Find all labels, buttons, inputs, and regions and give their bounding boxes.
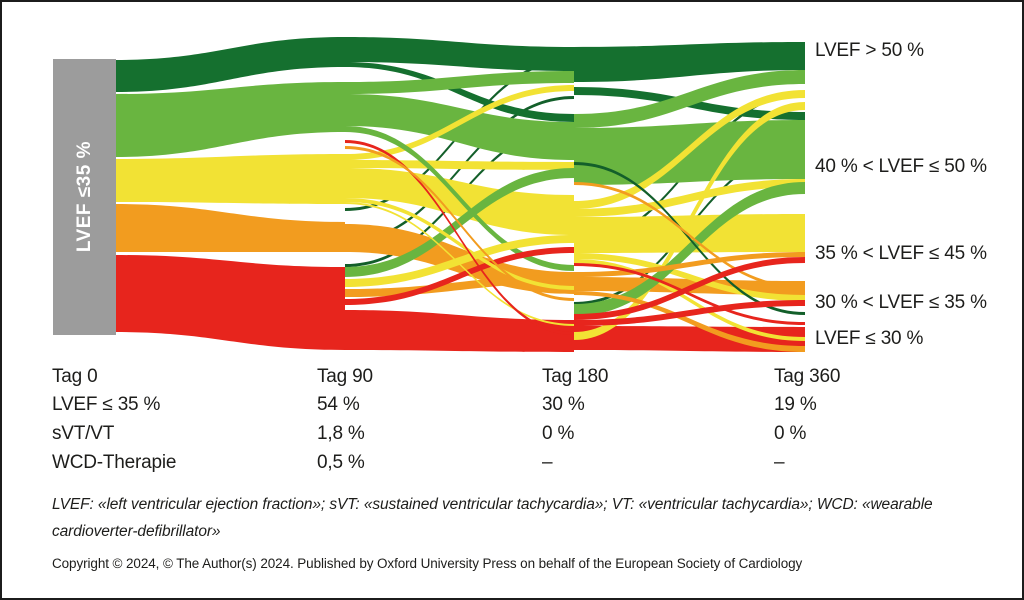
sankey-flow: [574, 182, 805, 316]
table-value: –: [774, 452, 785, 473]
sankey-flow: [574, 257, 805, 320]
sankey-flow: [345, 96, 574, 243]
sankey-flow: [115, 204, 345, 252]
category-label: 40 % < LVEF ≤ 50 %: [815, 156, 987, 177]
table-row-label: WCD-Therapie: [52, 452, 177, 473]
sankey-flow: [345, 140, 574, 335]
sankey-flow: [115, 154, 345, 204]
sankey-flow: [574, 291, 805, 352]
footnote-line: cardioverter-defibrillator»: [52, 523, 221, 540]
sankey-flow: [574, 214, 805, 253]
sankey-flow: [115, 82, 345, 157]
sankey-flow: [574, 179, 805, 217]
sankey-flow: [345, 71, 574, 94]
table-column-header: Tag 0: [52, 366, 98, 387]
sankey-flow: [345, 310, 574, 352]
table-row-label: sVT/VT: [52, 423, 115, 444]
sankey-flow: [115, 37, 345, 92]
table-row-label: LVEF ≤ 35 %: [52, 394, 161, 415]
category-label: LVEF > 50 %: [815, 40, 924, 61]
source-node-bar: LVEF ≤35 %: [53, 59, 116, 335]
sankey-flow: [345, 126, 574, 271]
sankey-flow: [345, 198, 574, 290]
table-value: –: [542, 452, 553, 473]
table-value: 0 %: [774, 423, 807, 444]
sankey-flow: [574, 70, 805, 128]
source-node-label: LVEF ≤35 %: [73, 141, 95, 253]
table-value: 54 %: [317, 394, 360, 415]
table-value: 1,8 %: [317, 423, 365, 444]
sankey-flow: [574, 263, 805, 325]
sankey-flow: [345, 202, 574, 326]
sankey-flow: [345, 146, 574, 301]
sankey-flow: [574, 102, 805, 340]
category-label: 30 % < LVEF ≤ 35 %: [815, 292, 987, 313]
sankey-flow: [115, 255, 345, 350]
sankey-flow: [345, 235, 574, 287]
table-value: 0 %: [542, 423, 575, 444]
category-label: 35 % < LVEF ≤ 45 %: [815, 243, 987, 264]
sankey-flow: [345, 160, 574, 170]
sankey-flow: [574, 162, 805, 315]
sankey-flow: [574, 326, 805, 352]
table-column-header: Tag 180: [542, 366, 609, 387]
sankey-flow: [345, 62, 574, 122]
sankey-flow: [574, 182, 805, 289]
footnote-line: LVEF: «left ventricular ejection fractio…: [52, 496, 933, 513]
table-value: 30 %: [542, 394, 585, 415]
sankey-flow: [345, 94, 574, 160]
sankey-flow: [574, 300, 805, 326]
sankey-flow: [345, 37, 574, 71]
sankey-flow: [574, 42, 805, 82]
sankey-flow: [345, 247, 574, 305]
copyright-text: Copyright © 2024, © The Author(s) 2024. …: [52, 556, 803, 571]
sankey-flow: [574, 259, 805, 341]
sankey-flow: [345, 85, 574, 160]
sankey-flow: [574, 253, 805, 301]
sankey-flow: [574, 90, 805, 209]
table-column-header: Tag 90: [317, 366, 373, 387]
table-value: 0,5 %: [317, 452, 365, 473]
table-value: 19 %: [774, 394, 817, 415]
category-label: LVEF ≤ 30 %: [815, 328, 924, 349]
table-column-header: Tag 360: [774, 366, 841, 387]
